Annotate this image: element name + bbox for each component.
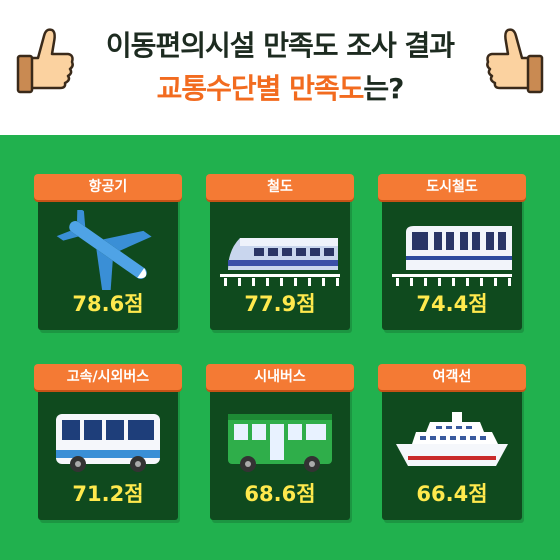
card-score: 77.9점 — [244, 292, 316, 316]
card-score: 68.6점 — [244, 482, 316, 506]
card-score: 74.4점 — [416, 292, 488, 316]
card-subway: 도시철도 74.4점 — [378, 174, 526, 330]
thumbs-up-icon — [16, 28, 74, 94]
card-score: 78.6점 — [72, 292, 144, 316]
subway-train-icon — [392, 226, 512, 286]
airplane-icon — [56, 210, 152, 290]
card-train: 철도 77.9점 — [206, 174, 354, 330]
coach-bus-icon — [56, 414, 160, 472]
train-icon — [220, 238, 340, 286]
title-suffix: 는? — [363, 72, 404, 105]
card-label: 항공기 — [34, 174, 182, 200]
city-bus-icon — [228, 414, 332, 472]
header: 이동편의시설 만족도 조사 결과 교통수단별 만족도는? — [0, 0, 560, 135]
thumbs-up-icon — [486, 28, 544, 94]
card-label: 철도 — [206, 174, 354, 200]
card-airplane: 항공기 78.6점 — [34, 174, 182, 330]
card-score: 66.4점 — [416, 482, 488, 506]
ferry-ship-icon — [396, 412, 508, 466]
title-line-1: 이동편의시설 만족도 조사 결과 — [105, 29, 455, 62]
card-city-bus: 시내버스 68.6점 — [206, 364, 354, 520]
title-line-2: 교통수단별 만족도는? — [0, 67, 560, 107]
card-coach-bus: 고속/시외버스 71.2점 — [34, 364, 182, 520]
card-label: 도시철도 — [378, 174, 526, 200]
card-ferry: 여객선 66.4점 — [378, 364, 526, 520]
title-highlight: 교통수단별 만족도 — [156, 72, 365, 105]
card-label: 여객선 — [378, 364, 526, 390]
card-score: 71.2점 — [72, 482, 144, 506]
card-label: 고속/시외버스 — [34, 364, 182, 390]
card-label: 시내버스 — [206, 364, 354, 390]
